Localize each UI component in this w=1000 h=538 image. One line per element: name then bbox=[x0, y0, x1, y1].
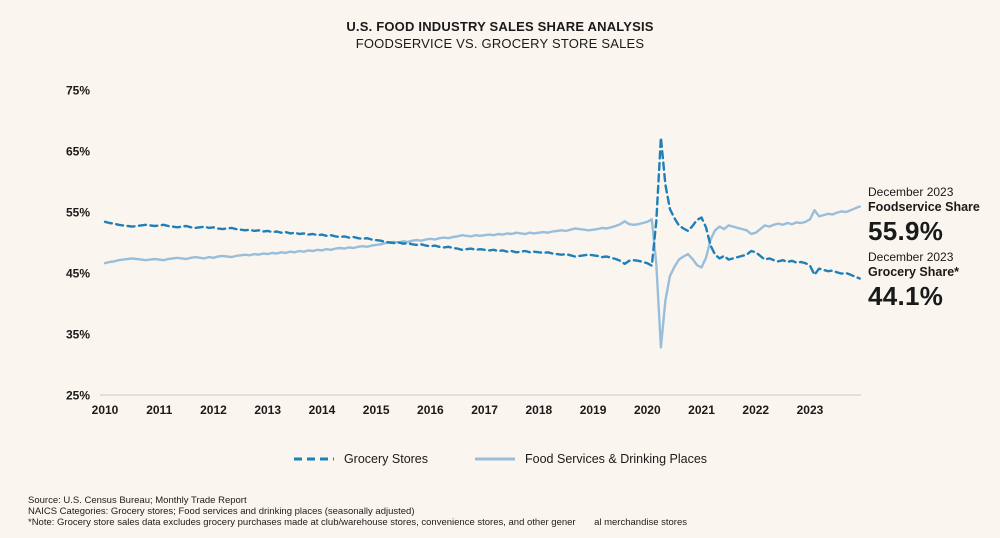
x-tick-label: 2020 bbox=[634, 403, 661, 417]
annotation-date: December 2023 bbox=[868, 185, 954, 199]
naics-line: NAICS Categories: Grocery stores; Food s… bbox=[28, 505, 415, 517]
x-tick-label: 2016 bbox=[417, 403, 444, 417]
series-line-food-services bbox=[103, 205, 861, 349]
x-tick-label: 2014 bbox=[309, 403, 336, 417]
annotation-series-name: Foodservice Share bbox=[868, 200, 980, 214]
annotation-date: December 2023 bbox=[868, 250, 954, 264]
solid-line-swatch-icon bbox=[475, 457, 516, 461]
y-tick-label: 25% bbox=[66, 389, 90, 403]
legend-item-foodservice: Food Services & Drinking Places bbox=[474, 452, 707, 466]
sales-share-line-chart: 25% 35% 45% 55% 65% 75% 2010 2011 2012 2013 2014 20… bbox=[66, 84, 861, 417]
series-line-grocery-stores bbox=[103, 136, 861, 280]
chart-header: U.S. FOOD INDUSTRY SALES SHARE ANALYSIS … bbox=[0, 19, 1000, 51]
chart-title: U.S. FOOD INDUSTRY SALES SHARE ANALYSIS bbox=[346, 19, 654, 34]
y-tick-label: 55% bbox=[66, 206, 90, 220]
annotation-value: 55.9% bbox=[868, 216, 944, 246]
source-line: Source: U.S. Census Bureau; Monthly Trad… bbox=[28, 495, 247, 506]
y-tick-label: 75% bbox=[66, 84, 90, 98]
x-tick-label: 2022 bbox=[742, 403, 769, 417]
x-tick-label: 2023 bbox=[797, 403, 824, 417]
x-tick-label: 2013 bbox=[254, 403, 281, 417]
x-tick-label: 2012 bbox=[200, 403, 227, 417]
x-tick-label: 2021 bbox=[688, 403, 715, 417]
x-tick-label: 2018 bbox=[525, 403, 552, 417]
annotation-series-name: Grocery Share* bbox=[868, 265, 960, 279]
legend-item-grocery: Grocery Stores bbox=[293, 452, 428, 466]
x-tick-label: 2015 bbox=[363, 403, 390, 417]
chart-subtitle: FOODSERVICE VS. GROCERY STORE SALES bbox=[355, 36, 645, 51]
x-tick-label: 2017 bbox=[471, 403, 498, 417]
legend-label: Food Services & Drinking Places bbox=[525, 452, 708, 466]
y-tick-label: 65% bbox=[66, 145, 90, 159]
x-tick-label: 2011 bbox=[146, 403, 172, 417]
dashed-line-swatch-icon bbox=[293, 457, 334, 461]
note-line: *Note: Grocery store sales data excludes… bbox=[28, 516, 688, 528]
source-notes: Source: U.S. Census Bureau; Monthly Trad… bbox=[28, 495, 688, 529]
y-tick-label: 35% bbox=[66, 328, 90, 342]
legend-label: Grocery Stores bbox=[343, 452, 429, 466]
annotation-foodservice-share: December 2023 Foodservice Share 55.9% bbox=[868, 185, 998, 247]
annotation-value: 44.1% bbox=[868, 281, 944, 311]
x-tick-label: 2019 bbox=[580, 403, 607, 417]
chart-legend: Grocery Stores Food Services & Drinking … bbox=[0, 452, 1000, 466]
x-tick-label: 2010 bbox=[92, 403, 119, 417]
annotation-grocery-share: December 2023 Grocery Share* 44.1% bbox=[868, 250, 998, 312]
y-tick-label: 45% bbox=[66, 267, 90, 281]
